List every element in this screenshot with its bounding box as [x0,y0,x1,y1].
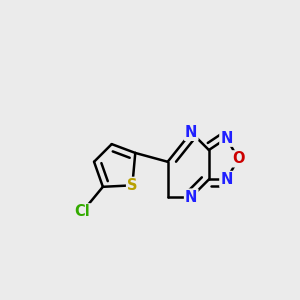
Text: O: O [232,151,244,166]
Text: N: N [220,172,233,187]
Text: N: N [185,190,197,205]
Text: Cl: Cl [74,204,90,219]
Text: S: S [127,178,138,193]
Text: N: N [185,125,197,140]
Text: N: N [220,131,233,146]
